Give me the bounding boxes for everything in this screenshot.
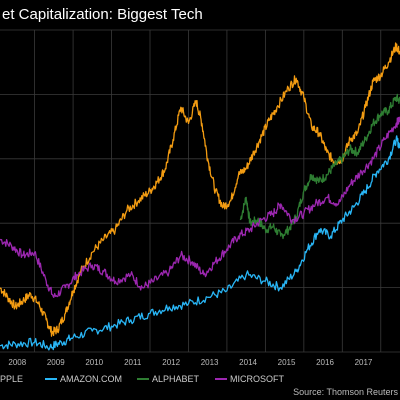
series-line-pple: [0, 42, 400, 337]
x-tick-label: 2017: [355, 358, 373, 367]
series-line-alphabet: [239, 93, 400, 240]
source-note: Source: Thomson Reuters: [293, 387, 398, 397]
x-tick-label: 2013: [201, 358, 219, 367]
legend-label: PPLE: [0, 374, 23, 384]
legend-label: AMAZON.COM: [60, 374, 122, 384]
legend-label: ALPHABET: [152, 374, 200, 384]
legend: PPLE AMAZON.COM ALPHABET MICROSOFT: [0, 374, 284, 384]
x-tick-label: 2008: [8, 358, 26, 367]
x-axis-ticks: 2008 2009 2010 2011 2012 2013 2014 2015 2016 2017: [8, 358, 373, 367]
x-tick-label: 2012: [162, 358, 180, 367]
x-tick-label: 2014: [239, 358, 257, 367]
x-tick-label: 2016: [316, 358, 334, 367]
chart-title: et Capitalization: Biggest Tech: [2, 6, 203, 23]
series-line-amazon-com: [0, 135, 400, 351]
x-tick-label: 2009: [47, 358, 65, 367]
x-tick-label: 2015: [278, 358, 296, 367]
grid-lines: [0, 29, 400, 353]
x-tick-label: 2011: [124, 358, 142, 367]
x-tick-label: 2010: [85, 358, 103, 367]
series-lines: [0, 42, 400, 351]
legend-label: MICROSOFT: [230, 374, 284, 384]
series-line-microsoft: [0, 116, 400, 298]
